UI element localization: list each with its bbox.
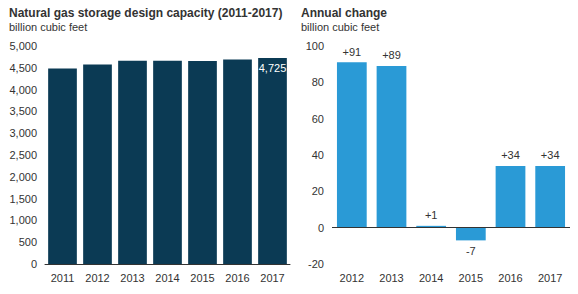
svg-text:Annual change: Annual change — [301, 6, 387, 20]
svg-text:1,000: 1,000 — [9, 214, 37, 226]
svg-text:+1: +1 — [425, 209, 438, 221]
svg-text:+89: +89 — [382, 49, 401, 61]
svg-text:60: 60 — [312, 113, 324, 125]
svg-text:2011: 2011 — [51, 272, 75, 284]
svg-text:0: 0 — [318, 222, 324, 234]
svg-text:-7: -7 — [466, 245, 476, 257]
svg-text:1,500: 1,500 — [9, 193, 37, 205]
svg-text:2015: 2015 — [190, 272, 214, 284]
svg-text:billion cubic feet: billion cubic feet — [301, 21, 379, 33]
svg-text:500: 500 — [19, 236, 37, 248]
svg-text:+34: +34 — [501, 149, 520, 161]
svg-text:2014: 2014 — [419, 272, 443, 284]
svg-text:2,500: 2,500 — [9, 149, 37, 161]
svg-text:5,000: 5,000 — [9, 40, 37, 52]
svg-text:2012: 2012 — [85, 272, 109, 284]
svg-text:2012: 2012 — [340, 272, 364, 284]
svg-text:billion cubic feet: billion cubic feet — [9, 21, 87, 33]
svg-text:2015: 2015 — [459, 272, 483, 284]
svg-text:+91: +91 — [342, 46, 361, 58]
svg-text:2013: 2013 — [120, 272, 144, 284]
svg-text:4,000: 4,000 — [9, 84, 37, 96]
svg-text:2017: 2017 — [538, 272, 562, 284]
svg-text:2016: 2016 — [225, 272, 249, 284]
svg-text:3,500: 3,500 — [9, 105, 37, 117]
svg-text:0: 0 — [31, 258, 37, 270]
svg-text:2016: 2016 — [498, 272, 522, 284]
svg-text:Natural gas storage design cap: Natural gas storage design capacity (201… — [9, 6, 282, 20]
svg-text:40: 40 — [312, 149, 324, 161]
svg-text:3,000: 3,000 — [9, 127, 37, 139]
svg-text:4,500: 4,500 — [9, 62, 37, 74]
svg-text:100: 100 — [306, 40, 324, 52]
svg-text:2014: 2014 — [155, 272, 179, 284]
svg-text:2017: 2017 — [260, 272, 284, 284]
svg-text:20: 20 — [312, 185, 324, 197]
svg-text:80: 80 — [312, 76, 324, 88]
svg-text:+34: +34 — [541, 149, 560, 161]
svg-text:-20: -20 — [308, 258, 324, 270]
svg-text:2013: 2013 — [379, 272, 403, 284]
svg-text:4,725: 4,725 — [259, 62, 287, 74]
svg-text:2,000: 2,000 — [9, 171, 37, 183]
